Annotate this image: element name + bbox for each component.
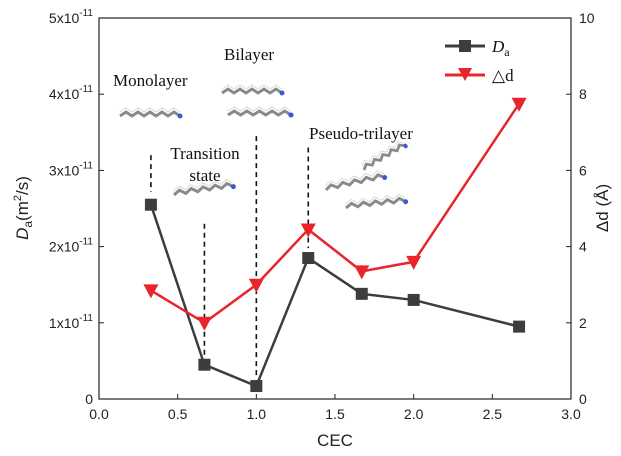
series-dd-point xyxy=(511,97,527,112)
molecule-bilayer-image xyxy=(220,83,296,120)
y-left-tick-label: 0 xyxy=(85,391,93,407)
y-left-tick-label: 4x10-11 xyxy=(49,84,94,102)
legend-dd-label: △d xyxy=(492,66,514,85)
x-axis-label: CEC xyxy=(317,431,353,450)
series-dd-point xyxy=(406,255,422,270)
y-right-tick-label: 8 xyxy=(579,86,587,102)
molecule-monolayer-image xyxy=(118,106,184,120)
annotation-monolayer: Monolayer xyxy=(113,71,188,90)
series-dd-point xyxy=(248,278,264,293)
series-dd-point xyxy=(300,223,316,238)
y-right-tick-label: 4 xyxy=(579,239,587,255)
y-axis-left-label: Da(m2/s) xyxy=(12,176,35,240)
annotation-bilayer: Bilayer xyxy=(224,45,274,64)
series-da-point xyxy=(355,287,368,300)
series-dd-point xyxy=(354,265,370,280)
series-dd-point xyxy=(196,316,212,331)
y-right-tick-label: 2 xyxy=(579,315,587,331)
series-da-point xyxy=(198,358,211,371)
series-da-point xyxy=(144,198,157,211)
legend-dd-marker xyxy=(458,68,472,81)
x-tick-label: 1.5 xyxy=(325,406,345,422)
y-axis-right: 0 2 4 6 8 10 xyxy=(566,10,595,407)
y-axis-left: 0 1x10-11 2x10-11 3x10-11 4x10-11 5x10-11 xyxy=(49,8,104,407)
legend: Da △d xyxy=(445,37,514,85)
y-right-tick-label: 0 xyxy=(579,391,587,407)
series-da xyxy=(144,198,526,393)
series-da-point xyxy=(250,380,263,393)
annotation-pseudo-trilayer: Pseudo-trilayer xyxy=(309,124,413,143)
x-tick-label: 2.5 xyxy=(483,406,503,422)
y-right-tick-label: 6 xyxy=(579,162,587,178)
y-right-tick-label: 10 xyxy=(579,10,595,26)
series-dd xyxy=(143,97,527,331)
x-tick-label: 0.0 xyxy=(89,406,109,422)
legend-da-label: Da xyxy=(491,37,510,59)
y-axis-right-label: Δd (Å) xyxy=(593,184,612,232)
x-tick-label: 0.5 xyxy=(168,406,188,422)
annotation-transition-line1: Transition xyxy=(170,144,240,163)
y-left-tick-label: 2x10-11 xyxy=(49,237,94,255)
y-left-tick-label: 5x10-11 xyxy=(49,8,94,26)
x-tick-label: 1.0 xyxy=(247,406,267,422)
annotation-transition-line2: state xyxy=(189,166,220,185)
x-axis: 0.0 0.5 1.0 1.5 2.0 2.5 3.0 xyxy=(89,394,581,422)
series-da-point xyxy=(407,293,420,306)
legend-da-marker xyxy=(459,40,471,52)
series-dd-point xyxy=(143,284,159,299)
x-tick-label: 3.0 xyxy=(561,406,581,422)
series-da-point xyxy=(513,320,526,333)
y-left-tick-label: 3x10-11 xyxy=(49,160,94,178)
x-tick-label: 2.0 xyxy=(404,406,424,422)
molecule-trilayer-image xyxy=(322,136,410,212)
series-da-point xyxy=(302,252,315,265)
y-left-tick-label: 1x10-11 xyxy=(49,313,94,331)
